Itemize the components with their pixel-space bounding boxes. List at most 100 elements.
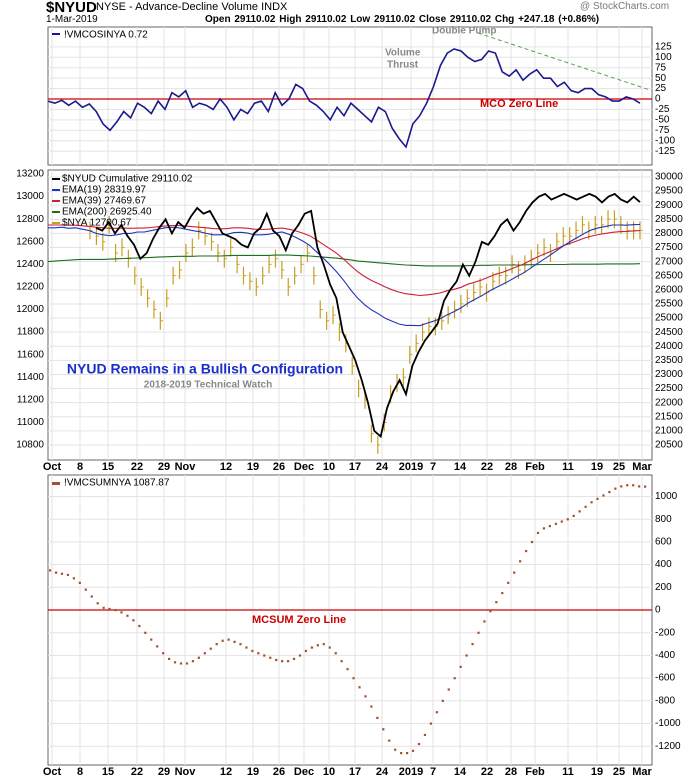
annotation-mco-zero-line: MCO Zero Line bbox=[480, 98, 558, 110]
nyud-right-y-tick-label: 30000 bbox=[655, 172, 683, 183]
mcsum-point bbox=[471, 643, 474, 646]
mcsum-point bbox=[560, 520, 563, 523]
mcsum-point bbox=[608, 490, 611, 494]
mcsum-point bbox=[328, 646, 331, 649]
nyud-x-tick-label: 22 bbox=[131, 461, 143, 473]
mco-y-tick-label: 0 bbox=[655, 94, 661, 105]
mcsum-x-tick-label: Oct bbox=[43, 766, 62, 778]
mcsum-y-tick-label: -800 bbox=[655, 695, 675, 706]
mcsum-point bbox=[596, 497, 599, 500]
nyud-right-y-tick-label: 27500 bbox=[655, 242, 683, 253]
mco-y-tick-label: 125 bbox=[655, 42, 672, 53]
mcsum-x-tick-label: 14 bbox=[454, 766, 467, 778]
nyud-x-tick-label: 15 bbox=[102, 461, 114, 473]
nyud-left-y-tick-label: 11400 bbox=[17, 372, 45, 383]
nyud-right-y-tick-label: 25500 bbox=[655, 299, 683, 310]
mcsum-point bbox=[185, 662, 189, 665]
nyud-right-y-tick-label: 23500 bbox=[655, 355, 683, 366]
mcsum-point bbox=[536, 531, 540, 535]
mcsum-point bbox=[269, 656, 272, 659]
mcsum-x-tick-label: Nov bbox=[175, 766, 197, 778]
mcsum-x-tick-label: 15 bbox=[102, 766, 114, 778]
mcsum-point bbox=[120, 611, 123, 614]
mcsum-point bbox=[423, 733, 427, 737]
nyud-left-y-tick-label: 12000 bbox=[16, 304, 44, 315]
nyud-left-y-tick-label: 11000 bbox=[17, 417, 45, 428]
mcsum-point bbox=[602, 494, 605, 497]
mcsum-point bbox=[429, 722, 432, 725]
nyud-x-tick-label: 19 bbox=[247, 461, 259, 473]
mcsum-point bbox=[144, 631, 147, 634]
nyud-legend-label: $NYA 12700.67 bbox=[62, 218, 132, 229]
mcsum-y-tick-label: 1000 bbox=[655, 491, 678, 502]
mcsum-point bbox=[66, 573, 70, 577]
nyud-right-y-tick-label: 28500 bbox=[655, 214, 683, 225]
nyud-left-y-tick-label: 11600 bbox=[17, 349, 45, 360]
mcsum-point bbox=[275, 658, 278, 662]
nyud-legend-label: EMA(19) 28319.97 bbox=[62, 185, 146, 196]
mcsum-point bbox=[620, 485, 623, 488]
mcsum-point bbox=[108, 607, 111, 611]
mcsum-x-tick-label: 17 bbox=[349, 766, 361, 778]
nyud-legend-label: EMA(200) 26925.40 bbox=[62, 207, 152, 218]
mcsum-point bbox=[340, 660, 343, 663]
mcsum-point bbox=[572, 514, 575, 517]
mcsum-point bbox=[435, 711, 438, 714]
header-ohlc: Open 29110.02 High 29110.02 Low 29110.02… bbox=[205, 14, 600, 25]
mcsum-point bbox=[179, 662, 183, 665]
nyud-x-tick-label: Mar bbox=[632, 461, 652, 473]
mcsum-x-tick-label: Mar bbox=[632, 766, 652, 778]
mcsum-x-tick-label: 19 bbox=[247, 766, 259, 778]
nyud-x-tick-label: 12 bbox=[220, 461, 232, 473]
nyud-legend-swatch bbox=[52, 211, 60, 213]
mcsum-point bbox=[525, 549, 528, 553]
mcsum-point bbox=[519, 560, 522, 563]
mcsum-y-tick-label: 0 bbox=[655, 605, 661, 616]
nyud-x-tick-label: Oct bbox=[43, 461, 62, 473]
mcsum-point bbox=[626, 484, 629, 487]
nyud-x-tick-label: 22 bbox=[481, 461, 493, 473]
nyud-left-y-tick-label: 13000 bbox=[16, 191, 44, 202]
nyud-right-y-tick-label: 29500 bbox=[655, 186, 683, 197]
mcsum-y-tick-label: -600 bbox=[655, 673, 675, 684]
nyud-x-tick-label: 10 bbox=[323, 461, 335, 473]
mcsum-x-tick-label: 29 bbox=[158, 766, 170, 778]
mcsum-point bbox=[501, 591, 504, 595]
ema19-line bbox=[48, 223, 641, 327]
mcsum-point bbox=[644, 485, 647, 488]
mcsum-point bbox=[388, 739, 391, 742]
mco-y-tick-label: 75 bbox=[655, 62, 667, 73]
nyud-x-tick-label: 24 bbox=[376, 461, 389, 473]
nyud-cumulative-line bbox=[95, 192, 641, 439]
nyud-right-y-tick-label: 20500 bbox=[655, 440, 683, 451]
mcsum-point bbox=[394, 748, 397, 751]
mcsum-point bbox=[548, 525, 551, 528]
nyud-legend-swatch bbox=[52, 178, 60, 180]
mcsum-y-tick-label: 800 bbox=[655, 514, 672, 525]
mcsum-x-tick-label: 2019 bbox=[399, 766, 423, 778]
mcsum-x-tick-label: 12 bbox=[220, 766, 232, 778]
mcsum-point bbox=[209, 647, 212, 650]
nyud-right-y-tick-label: 22000 bbox=[655, 397, 683, 408]
mcsum-y-tick-label: -200 bbox=[655, 627, 675, 638]
mcsum-x-tick-label: 22 bbox=[481, 766, 493, 778]
mcsum-legend-label: !VMCSUMNYA 1087.87 bbox=[64, 478, 170, 489]
mcsum-point bbox=[60, 572, 64, 575]
mcsum-point bbox=[227, 638, 230, 641]
mcsum-point bbox=[406, 752, 409, 755]
mcsum-point bbox=[78, 581, 81, 584]
nyud-panel-subtitle: 2018-2019 Technical Watch bbox=[144, 380, 272, 391]
mcsum-point bbox=[376, 716, 379, 720]
symbol-title: $NYUD bbox=[46, 0, 97, 16]
nyud-x-tick-label: 14 bbox=[454, 461, 467, 473]
watermark: @ StockCharts.com bbox=[580, 1, 670, 12]
mcsum-x-tick-label: 8 bbox=[77, 766, 83, 778]
mcsum-point bbox=[162, 652, 165, 655]
mcsum-y-tick-label: -400 bbox=[655, 650, 675, 661]
mcsum-point bbox=[411, 749, 415, 752]
mcsum-point bbox=[173, 661, 177, 664]
nyud-right-y-tick-label: 23000 bbox=[655, 369, 683, 380]
mcsum-point bbox=[197, 656, 200, 659]
